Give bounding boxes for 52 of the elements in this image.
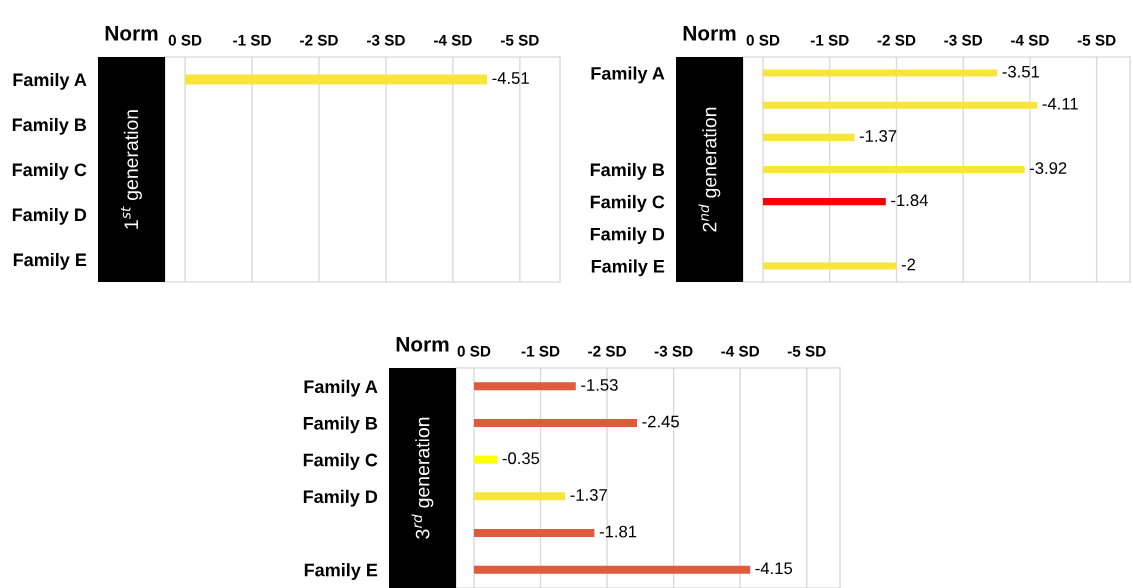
y-tick-label: Family C [12, 162, 87, 180]
data-label: -0.35 [502, 452, 540, 465]
x-tick-label: -1 SD [233, 34, 271, 46]
y-tick-label: Family E [591, 259, 665, 277]
x-tick-label: 0 SD [457, 345, 491, 357]
data-label: -1.81 [599, 525, 637, 538]
data-label: -1.84 [891, 194, 928, 207]
y-tick-label: Family B [303, 416, 378, 434]
data-label: -3.92 [1029, 162, 1067, 174]
x-tick-label: -4 SD [1010, 34, 1049, 46]
text: Norm [683, 26, 736, 41]
data-label: -4.11 [1042, 98, 1078, 110]
text: 3$^{rd}$ generation [411, 417, 434, 539]
data-label: -1.37 [859, 130, 897, 142]
x-tick-label: -5 SD [787, 345, 826, 357]
x-tick-label: 0 SD [168, 34, 202, 46]
y-tick-label: Family D [590, 227, 665, 245]
data-label: -1.53 [581, 379, 618, 391]
x-tick-label: -5 SD [500, 34, 539, 46]
x-tick-label: -2 SD [588, 345, 626, 357]
y-tick-label: Family E [304, 563, 378, 580]
data-label: -4.15 [755, 562, 793, 575]
y-tick-label: Family C [590, 195, 665, 212]
x-tick-label: -3 SD [367, 34, 405, 46]
text: Norm [396, 337, 449, 352]
x-tick-label: -1 SD [521, 345, 560, 357]
y-tick-label: Family A [591, 66, 665, 84]
data-label: -2.45 [642, 415, 679, 428]
data-label: -4.51 [492, 72, 529, 84]
x-tick-label: 0 SD [746, 34, 780, 46]
x-tick-label: -2 SD [877, 34, 916, 46]
y-tick-label: Family B [12, 117, 87, 135]
y-tick-label: Family A [13, 72, 87, 90]
text: 1$^{st}$ generation [120, 110, 142, 229]
y-tick-label: Family D [303, 489, 378, 507]
x-tick-label: -2 SD [300, 34, 338, 46]
x-tick-label: -4 SD [721, 345, 760, 357]
x-tick-label: -3 SD [654, 345, 693, 357]
y-tick-label: Family E [13, 252, 87, 270]
data-label: -1.37 [570, 489, 607, 501]
text: 2$^{nd}$ generation [698, 107, 721, 232]
y-tick-label: Family A [304, 379, 378, 397]
x-tick-label: -1 SD [810, 34, 849, 46]
x-tick-label: -4 SD [433, 34, 472, 46]
data-label: -3.51 [1002, 65, 1040, 78]
data-label: -2 [901, 258, 916, 271]
x-tick-label: -3 SD [944, 34, 983, 46]
x-tick-label: -5 SD [1077, 34, 1116, 46]
y-tick-label: Family C [303, 453, 378, 470]
y-tick-label: Family B [590, 162, 665, 180]
y-tick-label: Family D [12, 207, 87, 225]
text: Norm [105, 26, 158, 41]
